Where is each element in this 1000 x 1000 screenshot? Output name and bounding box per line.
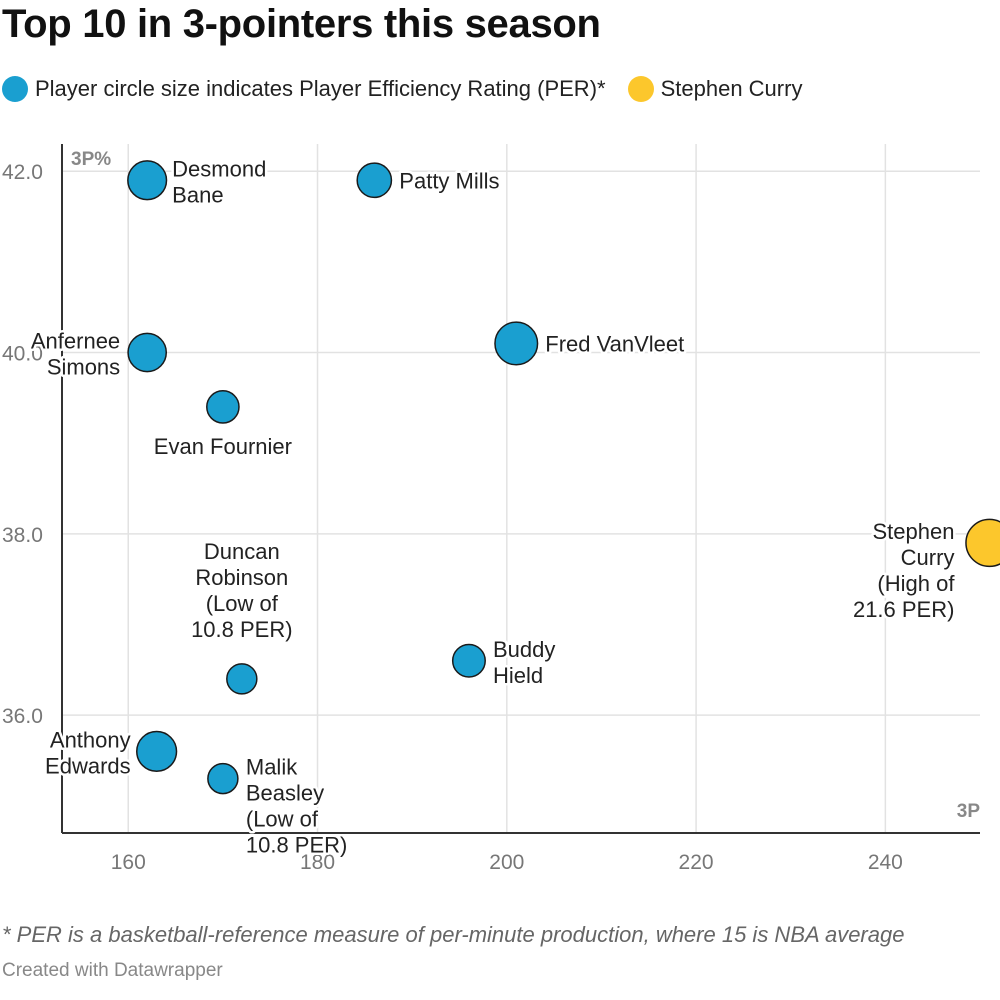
data-point-label: Beasley [246,781,324,806]
data-point-label: Robinson [195,565,288,590]
x-tick-label: 200 [489,851,524,874]
data-point [127,332,168,373]
chart-title: Top 10 in 3-pointers this season [2,2,601,46]
scatter-chart: 160 180 200 220 240 36.0 38.0 40.0 42.0 3P% 3P Desm… [2,144,1000,874]
legend-label-curry: Stephen Curry [660,76,803,101]
data-point [226,663,258,695]
data-point-label: Stephen [872,519,954,544]
data-point-label: Evan Fournier [154,434,292,459]
data-point-label: (Low of [246,807,319,832]
legend-dot-blue [2,76,28,102]
data-point-label: Anthony [50,727,131,752]
data-point [127,160,168,201]
data-point-label: 10.8 PER) [246,833,348,858]
data-point [136,730,178,773]
data-point [451,643,486,678]
x-tick-label: 220 [679,851,714,874]
data-point-label: Edwards [45,753,131,778]
x-tick-label: 240 [868,851,903,874]
data-point-label: 10.8 PER) [191,617,293,642]
y-tick-label: 38.0 [2,524,43,547]
data-point-label: Patty Mills [399,168,499,193]
legend-item-per: Player circle size indicates Player Effi… [2,76,606,102]
x-tick-label: 160 [111,851,146,874]
data-point-label: 21.6 PER) [853,597,955,622]
legend-dot-yellow [627,76,654,102]
credit: Created with Datawrapper [2,960,223,981]
data-point-label: Curry [901,545,955,570]
y-tick-label: 42.0 [2,161,43,184]
y-tick-label: 36.0 [2,705,43,728]
data-point-label: Bane [172,182,223,207]
data-point-label: Fred VanVleet [545,331,684,356]
x-axis-title: 3P [957,801,981,822]
data-point [494,321,539,366]
data-point [207,762,239,795]
data-point-label: (Low of [206,591,279,616]
legend-label-per: Player circle size indicates Player Effi… [35,76,606,101]
data-point-label: (High of [877,571,955,596]
data-point [965,518,1000,568]
footnote: * PER is a basketball-reference measure … [2,922,905,947]
data-point-label: Simons [47,355,120,380]
data-point-label: Anfernee [31,329,120,354]
data-point [206,390,240,424]
data-point-label: Hield [493,663,543,688]
x-tick-label: 180 [300,851,335,874]
legend-item-curry: Stephen Curry [627,76,803,102]
y-tick-label: 40.0 [2,343,43,366]
y-axis-title: 3P% [71,149,111,170]
data-point-label: Duncan [204,539,280,564]
data-point [356,162,393,199]
data-point-label: Malik [246,755,298,780]
data-point-label: Desmond [172,156,266,181]
data-point-label: Buddy [493,637,555,662]
legend: Player circle size indicates Player Effi… [2,72,824,106]
